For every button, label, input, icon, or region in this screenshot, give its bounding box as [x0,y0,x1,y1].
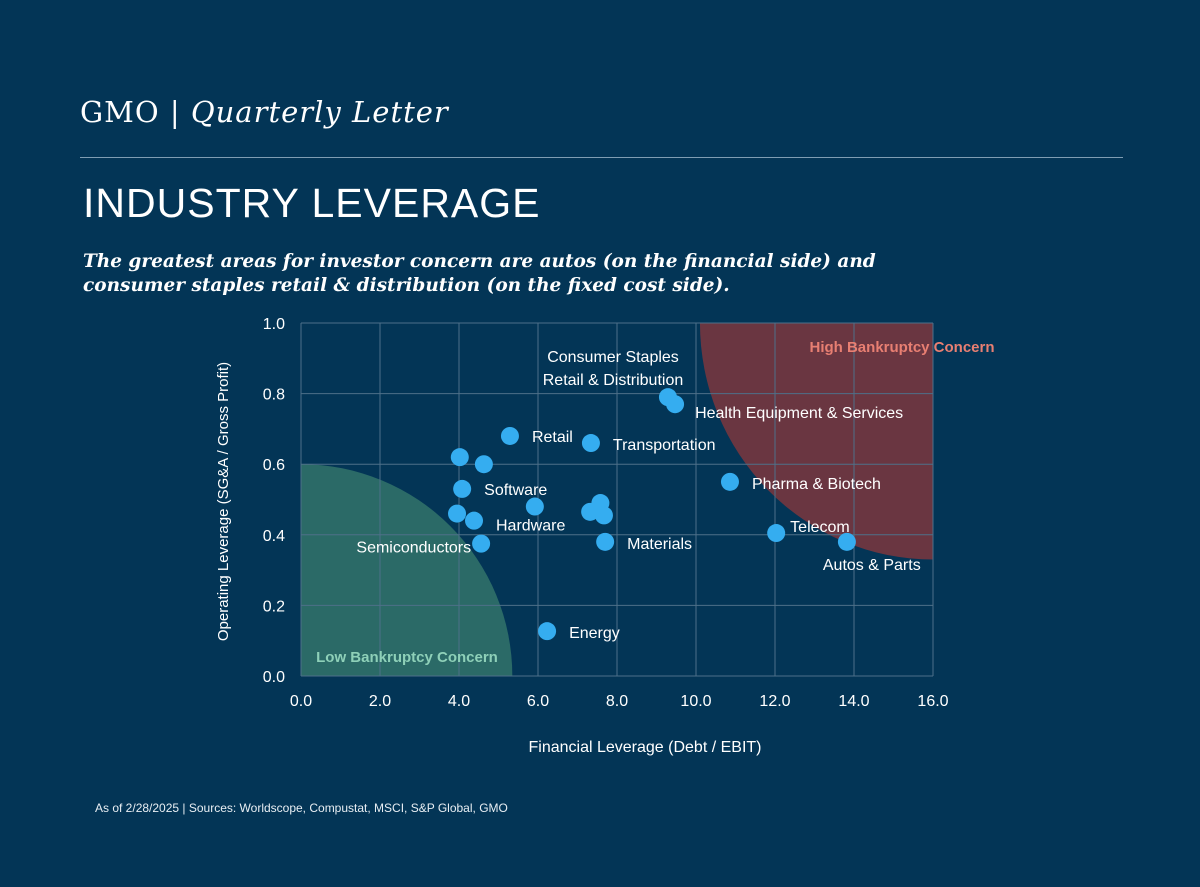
data-label: Energy [569,625,620,642]
x-tick-label: 8.0 [606,693,628,710]
x-tick-label: 12.0 [759,693,790,710]
publication-name: Quarterly Letter [190,95,449,129]
x-tick-label: 2.0 [369,693,391,710]
low-concern-label: Low Bankruptcy Concern [316,649,498,666]
y-tick-label: 0.6 [263,457,285,474]
y-tick-label: 0.2 [263,598,285,615]
data-label: Telecom [790,519,850,536]
page-subtitle: The greatest areas for investor concern … [83,251,876,296]
y-tick-label: 0.4 [263,528,285,545]
x-tick-label: 16.0 [917,693,948,710]
data-label: Software [484,482,547,499]
data-point [448,504,467,523]
data-point [500,426,519,445]
data-point [472,534,491,553]
data-point [596,532,615,551]
footnote: As of 2/28/2025 | Sources: Worldscope, C… [95,801,508,815]
page-title: INDUSTRY LEVERAGE [83,180,541,226]
data-label: Transportation [613,437,716,454]
y-tick-label: 1.0 [263,316,285,333]
data-label: Retail [532,429,573,446]
brand-header: GMO | Quarterly Letter [80,95,449,129]
data-point [837,532,856,551]
x-tick-label: 0.0 [290,693,312,710]
x-tick-label: 14.0 [838,693,869,710]
data-point [538,622,557,641]
brand-name: GMO [80,95,160,129]
y-tick-label: 0.8 [263,387,285,404]
data-label: Pharma & Biotech [752,476,881,493]
data-point [767,524,786,543]
x-tick-label: 6.0 [527,693,549,710]
data-point [594,506,613,525]
data-label: Materials [627,536,692,553]
data-point [465,511,484,530]
x-axis-label: Financial Leverage (Debt / EBIT) [529,739,762,756]
y-tick-label: 0.0 [263,669,285,686]
data-point [581,502,600,521]
brand-separator: | [169,95,181,129]
data-label: Health Equipment & Services [695,405,903,422]
high-concern-label: High Bankruptcy Concern [809,339,994,356]
header-divider [80,157,1123,158]
data-point [581,434,600,453]
data-point [453,479,472,498]
data-label: Semiconductors [356,540,471,557]
data-label: Hardware [496,518,565,535]
data-point [666,395,685,414]
data-point [525,497,544,516]
x-tick-label: 4.0 [448,693,470,710]
data-point [450,448,469,467]
x-tick-label: 10.0 [680,693,711,710]
y-axis-label: Operating Leverage (SG&A / Gross Profit) [215,362,232,641]
data-point [474,455,493,474]
high-concern-region [700,323,933,560]
data-point [720,472,739,491]
data-label: Consumer Staples Retail & Distribution [543,349,684,389]
data-label: Autos & Parts [823,557,921,574]
